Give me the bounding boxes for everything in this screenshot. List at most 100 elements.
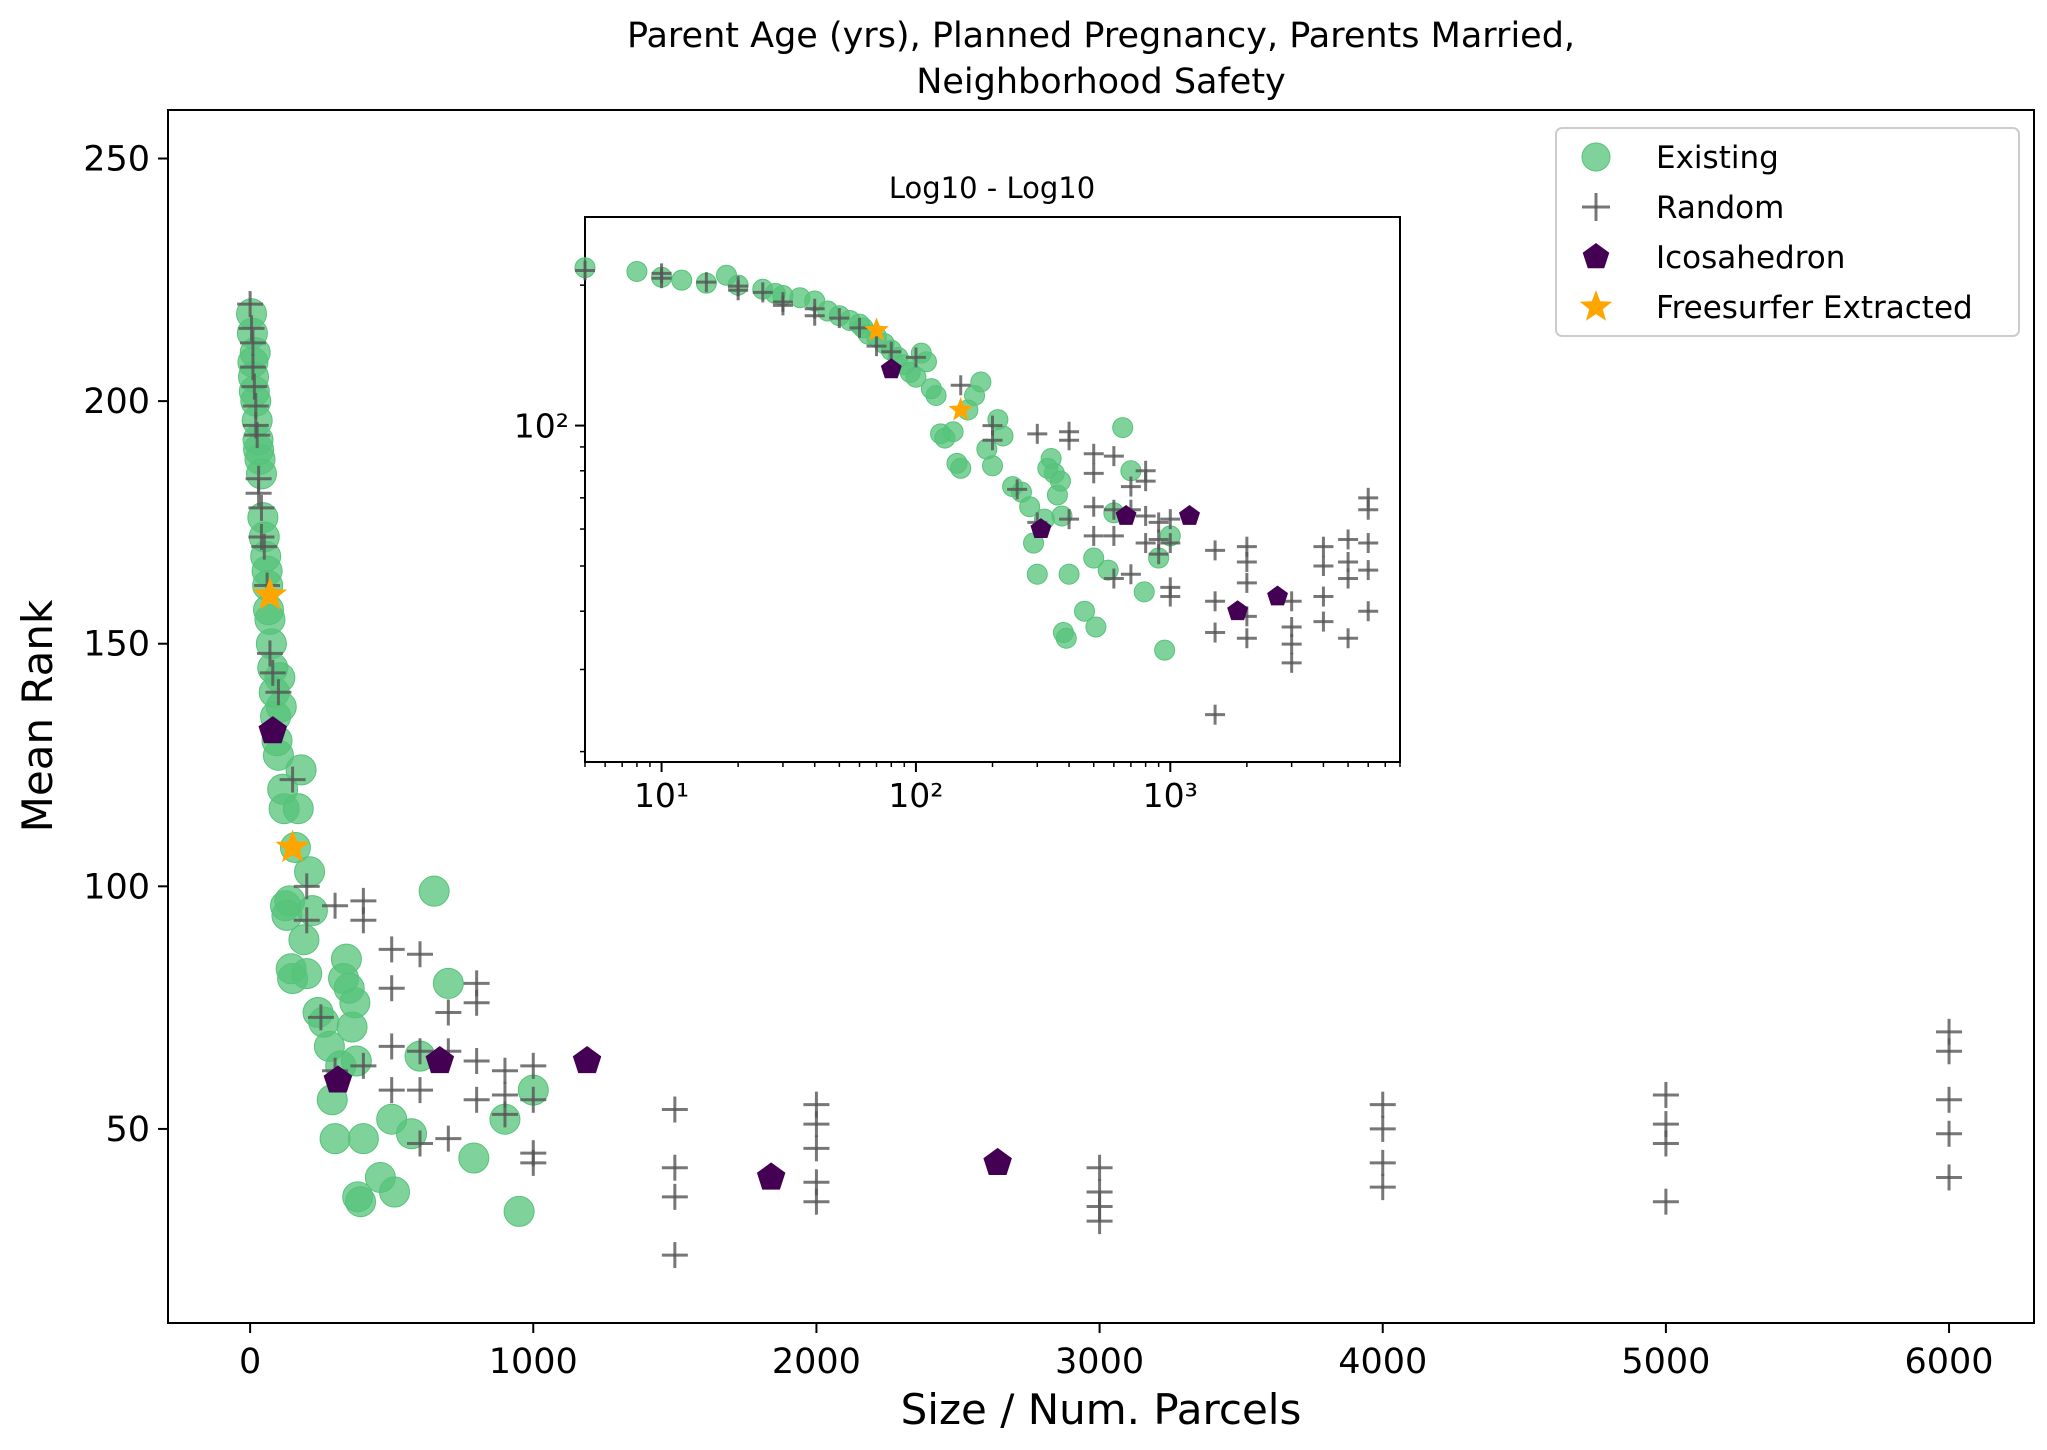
x-tick-label: 1000 (489, 1342, 578, 1382)
main-point-circle (432, 967, 464, 999)
inset-point-circle (1085, 616, 1107, 638)
inset-x-tick-label: 10¹ (634, 776, 689, 815)
inset-point-plus (1205, 540, 1226, 561)
inset-point-plus (651, 268, 672, 289)
inset-point-circle (1049, 470, 1071, 492)
x-tick-label: 6000 (1905, 1342, 1994, 1382)
inset-point-plus (1160, 533, 1181, 554)
main-point-pentagon (756, 1162, 786, 1190)
inset-point-plus (575, 260, 595, 281)
y-tick-label: 200 (83, 382, 150, 422)
main-point-circle (330, 943, 362, 975)
main-point-plus (803, 1111, 830, 1138)
inset-marks (574, 257, 1379, 725)
main-point-plus (1369, 1149, 1396, 1176)
inset-y-ticks: 10² (514, 284, 585, 753)
main-point-plus (248, 494, 275, 521)
legend-swatch-star (1579, 290, 1613, 321)
main-point-circle (503, 1195, 535, 1227)
main-point-circle (265, 691, 297, 723)
main-point-plus (350, 907, 377, 934)
inset-point-plus (1313, 611, 1334, 632)
main-point-pentagon (983, 1147, 1012, 1175)
main-point-plus (463, 1086, 490, 1113)
inset-point-pentagon (880, 358, 902, 379)
main-point-circle (347, 1123, 379, 1155)
legend: Existing Random Icosahedron Freesurfer Extr… (1555, 127, 2020, 337)
inset-point-plus (1135, 505, 1156, 526)
main-point-plus (378, 936, 405, 963)
inset-point-plus (905, 347, 926, 368)
inset-x-ticks: 10¹ 10² 10³ (584, 762, 1401, 815)
main-point-plus (1369, 1115, 1396, 1142)
y-axis-label: Mean Rank (13, 599, 62, 832)
inset-point-plus (1338, 628, 1359, 649)
inset-point-plus (1148, 544, 1169, 565)
inset-point-circle (1154, 639, 1176, 661)
main-point-circle (339, 987, 371, 1019)
inset-point-plus (1135, 471, 1156, 492)
inset-point-plus (1358, 560, 1379, 581)
inset-point-circle (671, 269, 693, 291)
inset-point-plus (752, 282, 773, 303)
inset-point-circle (1074, 600, 1096, 622)
inset-point-star (948, 397, 974, 421)
inset-point-pentagon (1267, 585, 1288, 606)
inset-point-plus (1358, 533, 1379, 554)
main-point-plus (1936, 1120, 1963, 1147)
inset-point-plus (1083, 463, 1104, 484)
inset-point-plus (1120, 476, 1141, 497)
main-point-plus (378, 1033, 405, 1060)
main-point-circle (319, 1123, 351, 1155)
inset-point-plus (1083, 496, 1104, 517)
inset-point-plus (950, 375, 971, 396)
legend-label: Freesurfer Extracted (1656, 290, 1973, 326)
inset-point-pentagon (1227, 600, 1249, 621)
main-point-circle (458, 1142, 490, 1174)
inset-point-circle (982, 455, 1003, 477)
inset-point-plus (1358, 499, 1379, 520)
chart-title-line-2: Neighborhood Safety (916, 62, 1286, 102)
inset-x-tick-label: 10³ (1143, 776, 1198, 815)
inset-point-plus (1313, 586, 1334, 607)
main-point-plus (407, 941, 434, 968)
main-point-plus (520, 1086, 547, 1113)
inset-point-circle (1133, 581, 1155, 603)
legend-swatch-circle (1581, 142, 1611, 172)
main-point-plus (256, 640, 283, 667)
main-point-circle (288, 924, 320, 956)
inset-point-plus (829, 308, 850, 329)
legend-label: Icosahedron (1656, 240, 1845, 276)
main-point-plus (1652, 1188, 1679, 1215)
x-tick-label: 2000 (772, 1342, 861, 1382)
inset-point-plus (1236, 572, 1257, 593)
legend-swatch-pentagon (1582, 243, 1610, 269)
legend-label: Random (1656, 190, 1784, 226)
main-point-circle (296, 895, 328, 927)
main-point-plus (661, 1183, 688, 1210)
inset-point-plus (1103, 568, 1124, 589)
legend-item: Existing (1581, 140, 1779, 176)
inset-point-plus (1103, 446, 1124, 467)
inset-x-tick-label: 10² (888, 776, 943, 815)
inset-point-circle (1112, 417, 1134, 439)
main-point-plus (1936, 1038, 1963, 1065)
main-point-pentagon (323, 1065, 353, 1093)
main-point-plus (661, 1242, 688, 1269)
main-point-plus (239, 329, 266, 356)
inset-point-plus (1205, 591, 1226, 612)
inset-point-plus (1338, 529, 1359, 550)
main-point-plus (435, 1125, 462, 1152)
main-point-plus (1652, 1130, 1679, 1157)
main-point-plus (378, 975, 405, 1002)
inset-point-plus (1313, 536, 1334, 557)
legend-label: Existing (1656, 140, 1779, 176)
inset-point-pentagon (1115, 505, 1137, 525)
main-point-plus (293, 907, 320, 934)
inset-point-star (864, 317, 889, 341)
inset-point-plus (1236, 628, 1257, 649)
inset-plot-frame (584, 216, 1401, 763)
chart-title-line-1: Parent Age (yrs), Planned Pregnancy, Par… (627, 16, 1575, 56)
main-point-plus (1369, 1174, 1396, 1201)
main-point-circle (345, 1186, 377, 1218)
